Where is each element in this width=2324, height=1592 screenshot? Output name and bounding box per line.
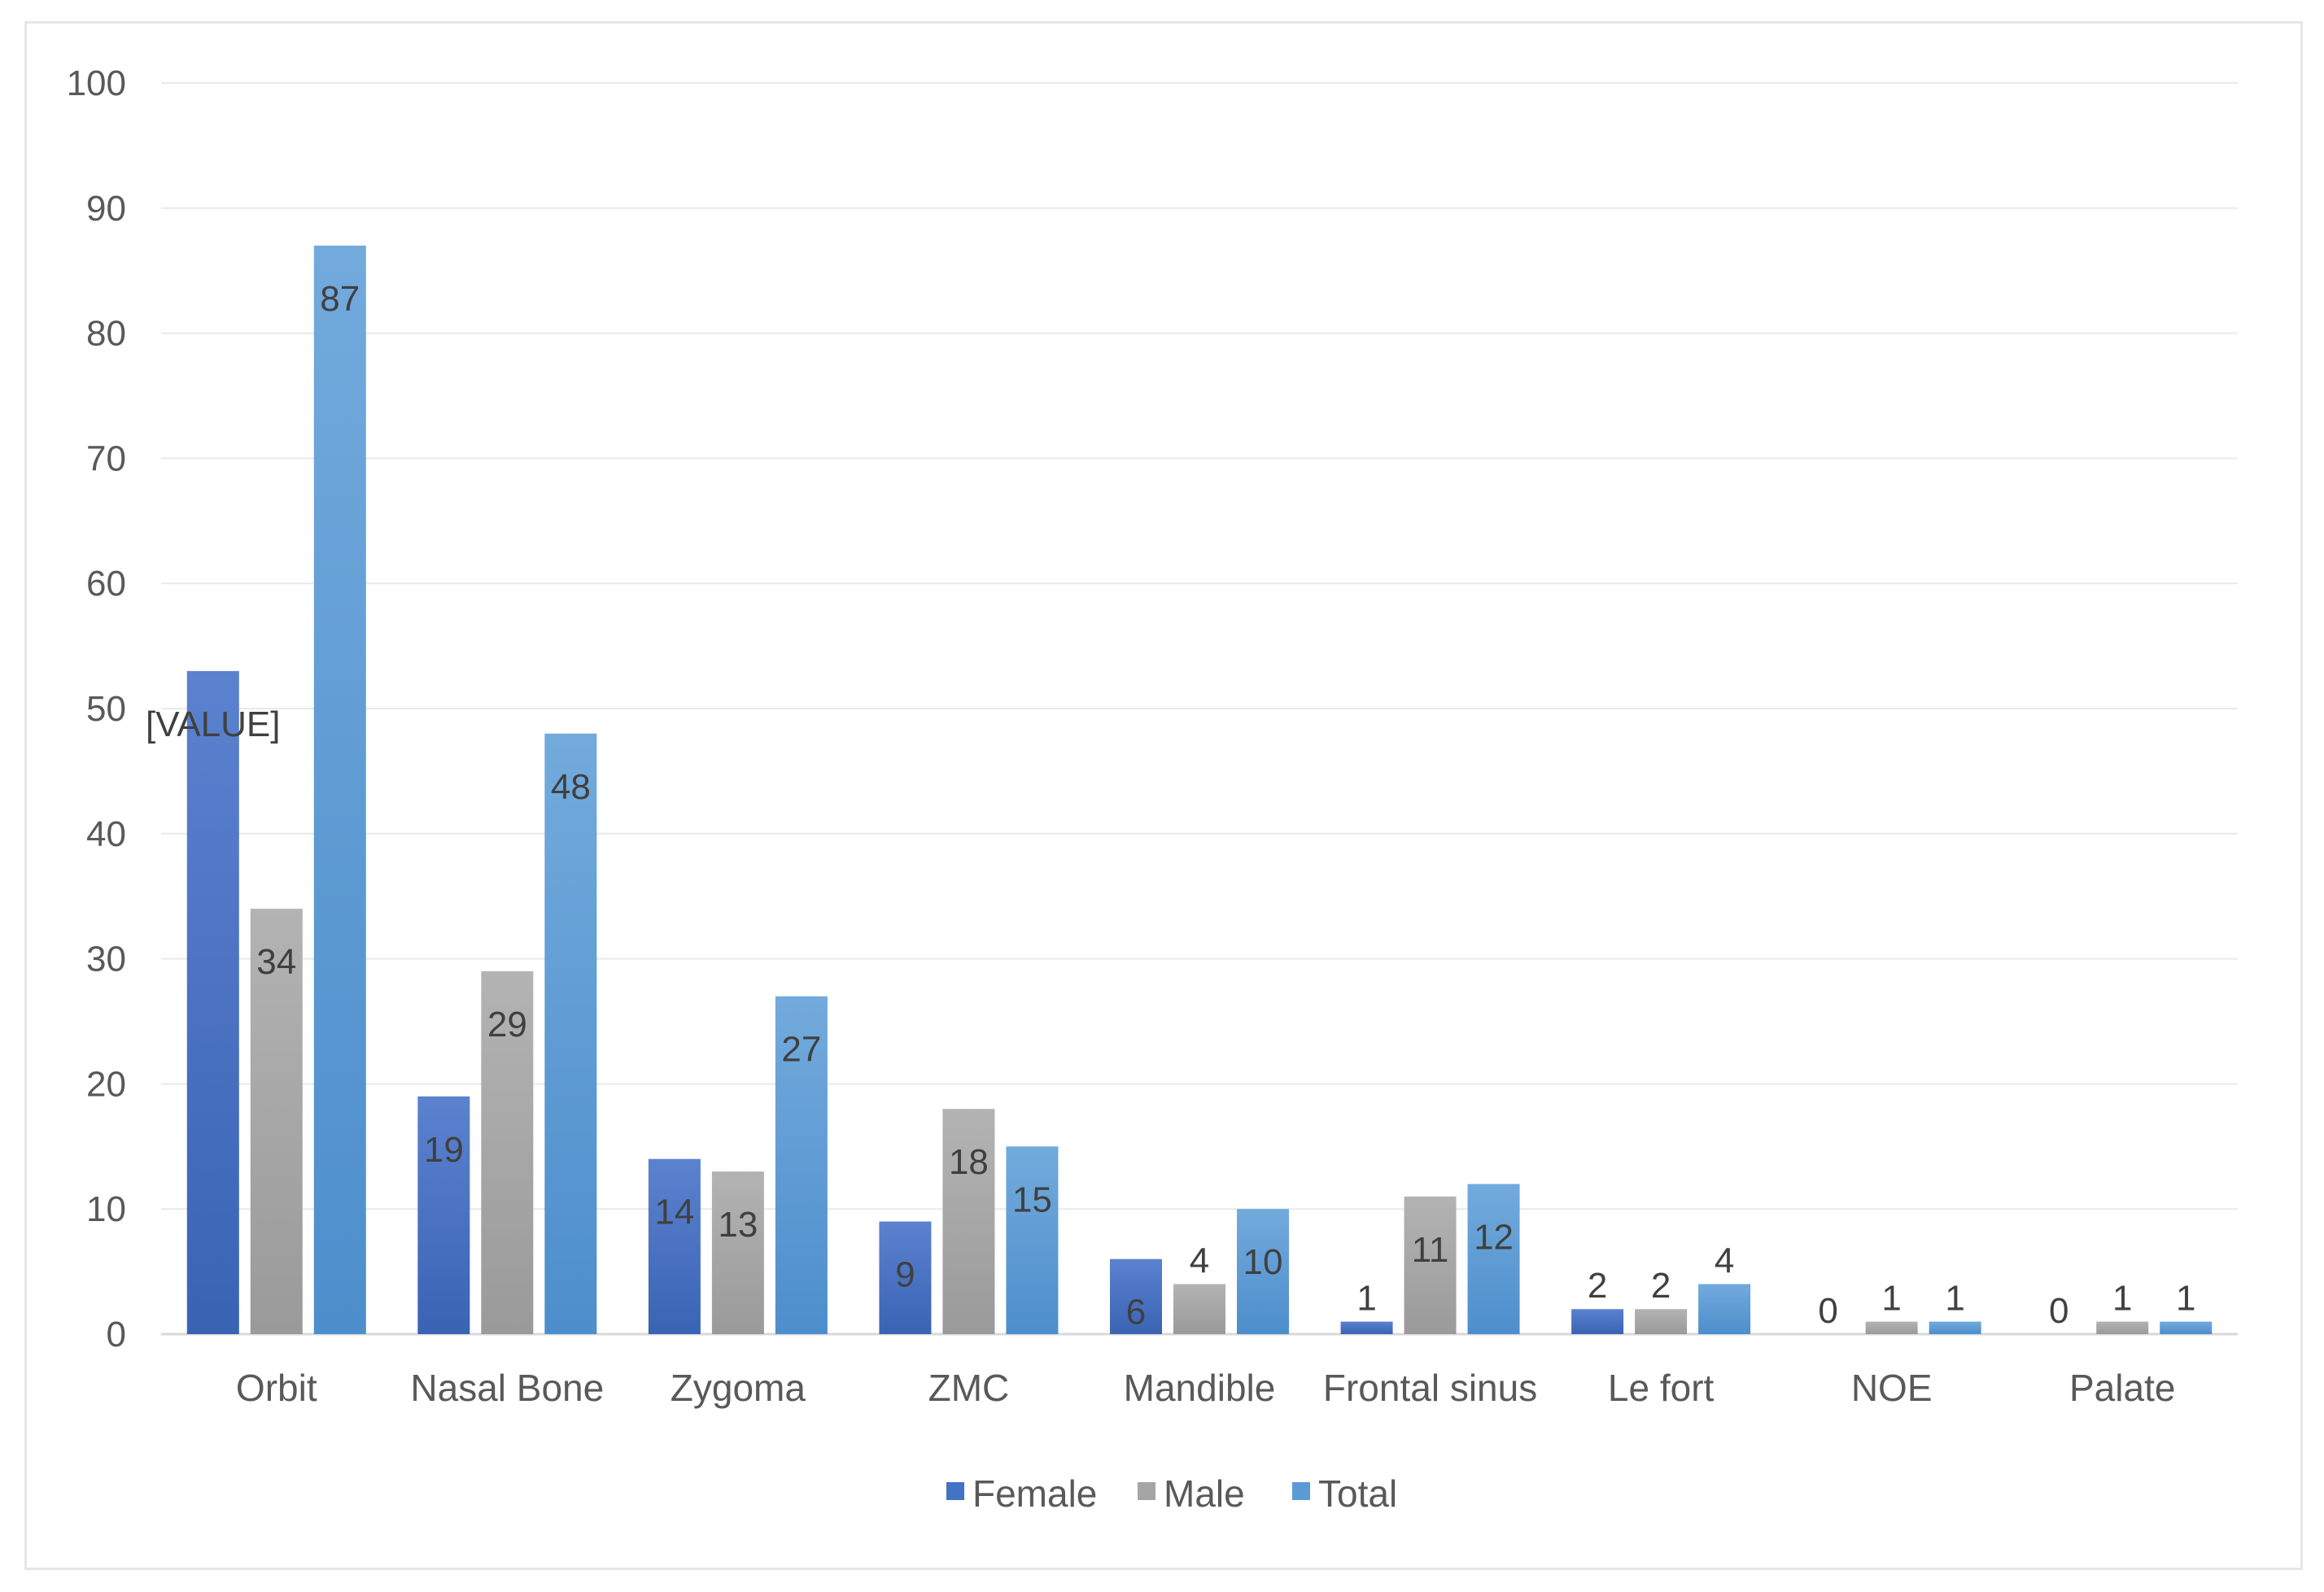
data-label: 34	[256, 942, 296, 982]
data-label: 12	[1474, 1217, 1514, 1257]
bar-total-mandible	[1237, 1209, 1289, 1334]
y-tick-label: 10	[86, 1189, 126, 1229]
y-tick-label: 90	[86, 189, 126, 229]
bar-total-noe	[1929, 1321, 1981, 1334]
bar-male-mandible	[1173, 1284, 1225, 1334]
data-label: 1	[1356, 1279, 1376, 1319]
data-label: 9	[895, 1255, 915, 1295]
bar-female-zmc	[879, 1221, 932, 1334]
data-label: 10	[1243, 1242, 1283, 1282]
data-label: 14	[654, 1193, 694, 1232]
y-tick-label: 70	[86, 438, 126, 478]
bar-male-palate	[2096, 1321, 2149, 1334]
x-category-label: ZMC	[928, 1367, 1010, 1409]
x-category-label: Mandible	[1124, 1367, 1276, 1409]
bar-male-nasal-bone	[481, 970, 534, 1334]
y-tick-label: 0	[107, 1315, 126, 1354]
data-label: 1	[2176, 1279, 2195, 1319]
bars	[186, 245, 2213, 1335]
data-label: 0	[1818, 1291, 1837, 1331]
bar-female-le-fort	[1571, 1309, 1624, 1334]
bar-male-zmc	[942, 1109, 995, 1334]
data-label: 1	[1945, 1279, 1964, 1319]
data-label: 4	[1190, 1241, 1209, 1280]
bar-male-zygoma	[711, 1171, 764, 1334]
y-tick-label: 50	[86, 689, 126, 729]
bar-male-le-fort	[1635, 1309, 1688, 1334]
bar-male-orbit	[250, 909, 303, 1334]
bar-female-mandible	[1110, 1258, 1162, 1334]
bar-total-palate	[2160, 1321, 2213, 1334]
data-label: 2	[1651, 1266, 1671, 1306]
data-label: 15	[1012, 1180, 1052, 1219]
y-tick-label: 60	[86, 564, 126, 604]
data-label: 0	[2049, 1291, 2068, 1331]
bar-female-orbit	[186, 670, 239, 1334]
y-tick-label: 30	[86, 940, 126, 979]
x-category-label: NOE	[1851, 1367, 1933, 1409]
bar-female-zygoma	[648, 1158, 701, 1334]
bar-female-frontal-sinus	[1340, 1321, 1393, 1334]
legend-swatch-female	[946, 1482, 964, 1500]
bar-total-frontal-sinus	[1467, 1184, 1520, 1334]
legend-swatch-total	[1292, 1482, 1310, 1500]
data-label: 48	[551, 767, 591, 807]
data-label: 1	[2112, 1279, 2132, 1319]
legend-label-male: Male	[1164, 1472, 1245, 1515]
x-category-label: Frontal sinus	[1323, 1367, 1537, 1409]
x-category-label: Palate	[2069, 1367, 2175, 1409]
legend-label-female: Female	[972, 1472, 1097, 1515]
data-label: 1	[1881, 1279, 1901, 1319]
bar-total-le-fort	[1698, 1284, 1751, 1334]
bar-total-zmc	[1006, 1146, 1059, 1334]
data-label: 29	[487, 1005, 527, 1045]
bar-total-orbit	[313, 245, 366, 1335]
data-label: 4	[1715, 1241, 1734, 1280]
data-label: 18	[949, 1142, 989, 1182]
y-tick-label: 100	[67, 63, 126, 103]
gridlines	[161, 82, 2238, 1336]
data-label: 2	[1588, 1266, 1607, 1306]
bar-male-noe	[1865, 1321, 1918, 1334]
bar-total-nasal-bone	[544, 733, 597, 1334]
x-category-label: Le fort	[1608, 1367, 1715, 1409]
legend: Female Male Total	[946, 1472, 1397, 1515]
y-tick-label: 80	[86, 314, 126, 354]
data-label: 87	[320, 279, 360, 319]
bar-total-zygoma	[775, 996, 828, 1334]
bar-female-nasal-bone	[417, 1096, 470, 1334]
data-label: [VALUE]	[146, 704, 280, 744]
data-label: 27	[781, 1030, 821, 1070]
legend-label-total: Total	[1318, 1472, 1397, 1515]
y-tick-label: 20	[86, 1064, 126, 1104]
y-tick-label: 40	[86, 814, 126, 854]
legend-swatch-male	[1138, 1482, 1155, 1500]
chart-frame	[24, 21, 2303, 1570]
x-axis-categories: Orbit Nasal Bone Zygoma ZMC Mandible Frontal …	[236, 1367, 2176, 1409]
data-label: 6	[1126, 1293, 1146, 1332]
y-axis-ticks: 0 10 20 30 40 50 60 70 80 90 100	[67, 63, 126, 1354]
data-label: 11	[1412, 1230, 1449, 1270]
data-label: 19	[424, 1130, 464, 1170]
x-category-label: Orbit	[236, 1367, 317, 1409]
x-category-label: Nasal Bone	[410, 1367, 604, 1409]
x-category-label: Zygoma	[671, 1367, 806, 1409]
data-label: 13	[718, 1205, 758, 1245]
bar-male-frontal-sinus	[1404, 1196, 1457, 1334]
